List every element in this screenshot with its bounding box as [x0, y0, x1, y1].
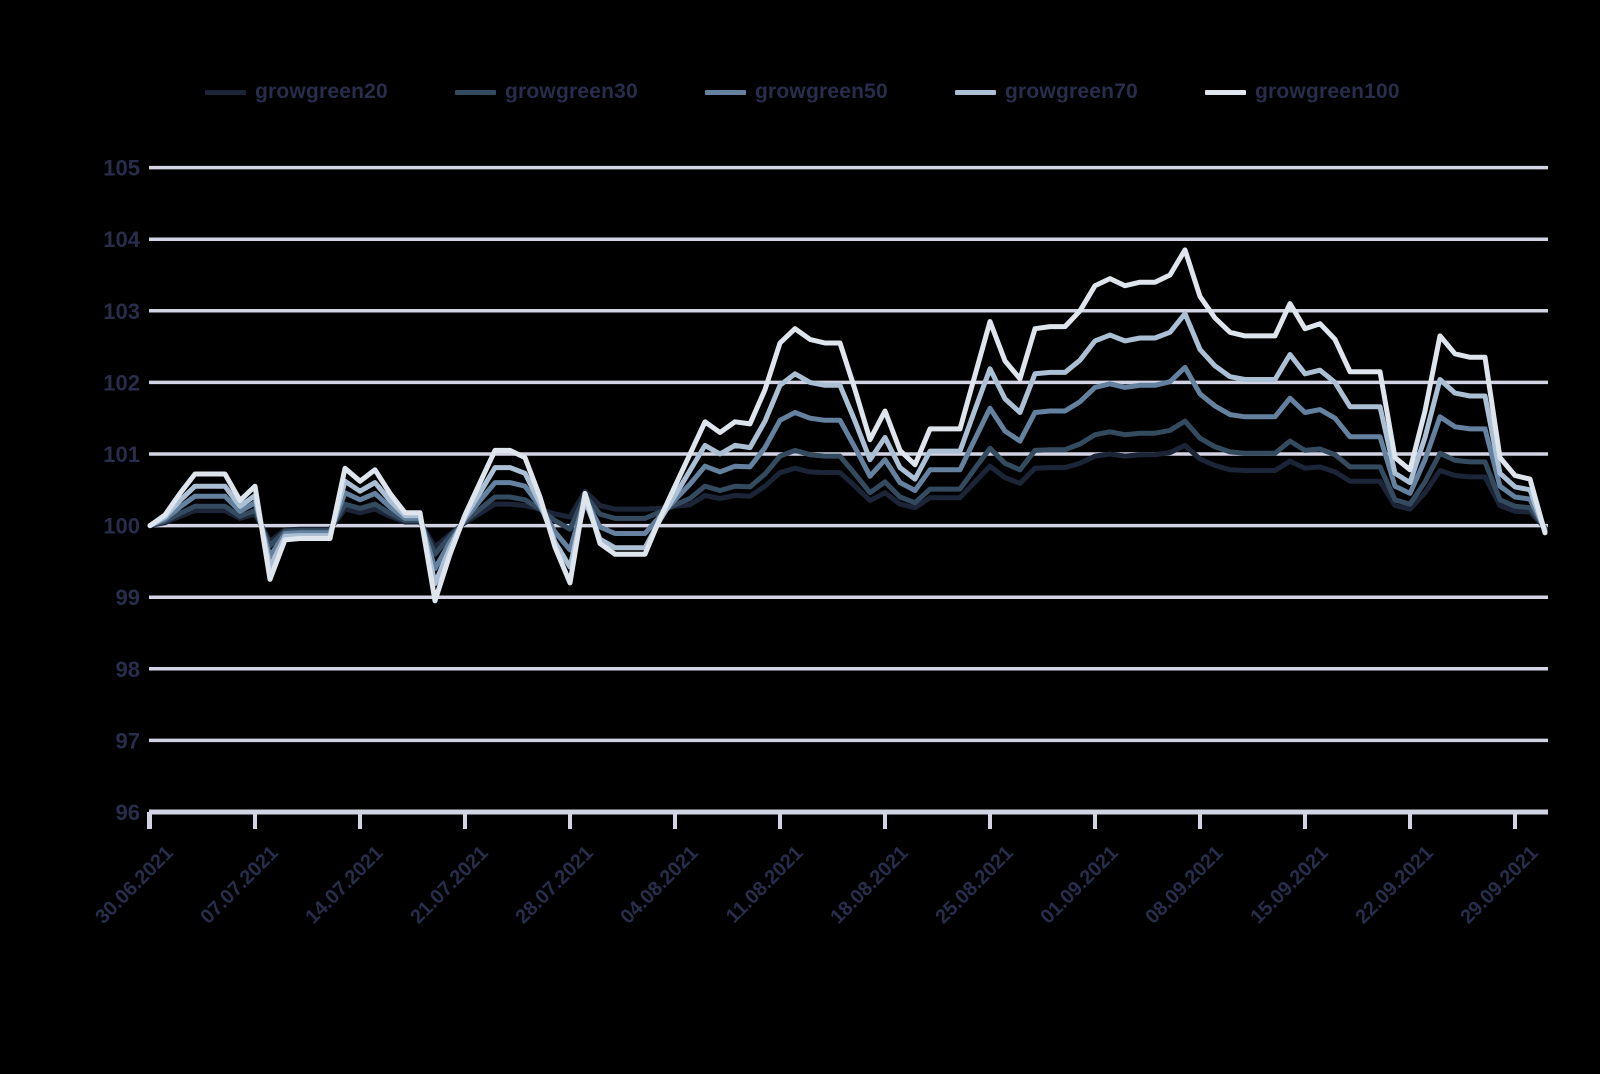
legend-label: growgreen70 — [1005, 80, 1138, 103]
y-axis-tick-label: 97 — [116, 728, 140, 753]
legend-line-swatch — [205, 89, 246, 95]
legend-label: growgreen50 — [755, 80, 888, 103]
legend-line-swatch — [705, 89, 746, 95]
legend-label: growgreen20 — [255, 80, 388, 103]
legend-item-growgreen30: growgreen30 — [455, 78, 638, 106]
y-axis-tick-label: 105 — [103, 156, 140, 181]
series-line-growgreen70 — [147, 311, 1548, 587]
legend-line-swatch — [455, 89, 496, 95]
legend-label: growgreen30 — [505, 80, 638, 103]
series-line-growgreen20 — [147, 442, 1548, 550]
y-axis-tick-label: 101 — [103, 442, 140, 467]
legend-item-growgreen20: growgreen20 — [205, 78, 388, 106]
y-axis-tick-label: 102 — [103, 370, 140, 395]
chart-legend: growgreen20 growgreen30 growgreen50 growgre… — [0, 0, 1600, 103]
y-axis-tick-label: 96 — [116, 800, 140, 825]
y-axis-tick-label: 103 — [103, 299, 140, 324]
legend-line-swatch — [955, 89, 996, 95]
y-axis-tick-label: 99 — [116, 585, 140, 610]
y-axis-tick-label: 100 — [103, 514, 140, 539]
y-axis-tick-label: 104 — [103, 227, 140, 252]
legend-line-swatch — [1205, 89, 1246, 95]
legend-item-growgreen50: growgreen50 — [705, 78, 888, 106]
legend-label: growgreen100 — [1255, 80, 1400, 103]
series-line-growgreen30 — [147, 418, 1548, 557]
series-line-growgreen50 — [147, 364, 1548, 572]
legend-item-growgreen100: growgreen100 — [1205, 78, 1400, 106]
series-line-growgreen100 — [147, 247, 1548, 604]
legend-item-growgreen70: growgreen70 — [955, 78, 1138, 106]
y-axis-tick-label: 98 — [116, 657, 140, 682]
